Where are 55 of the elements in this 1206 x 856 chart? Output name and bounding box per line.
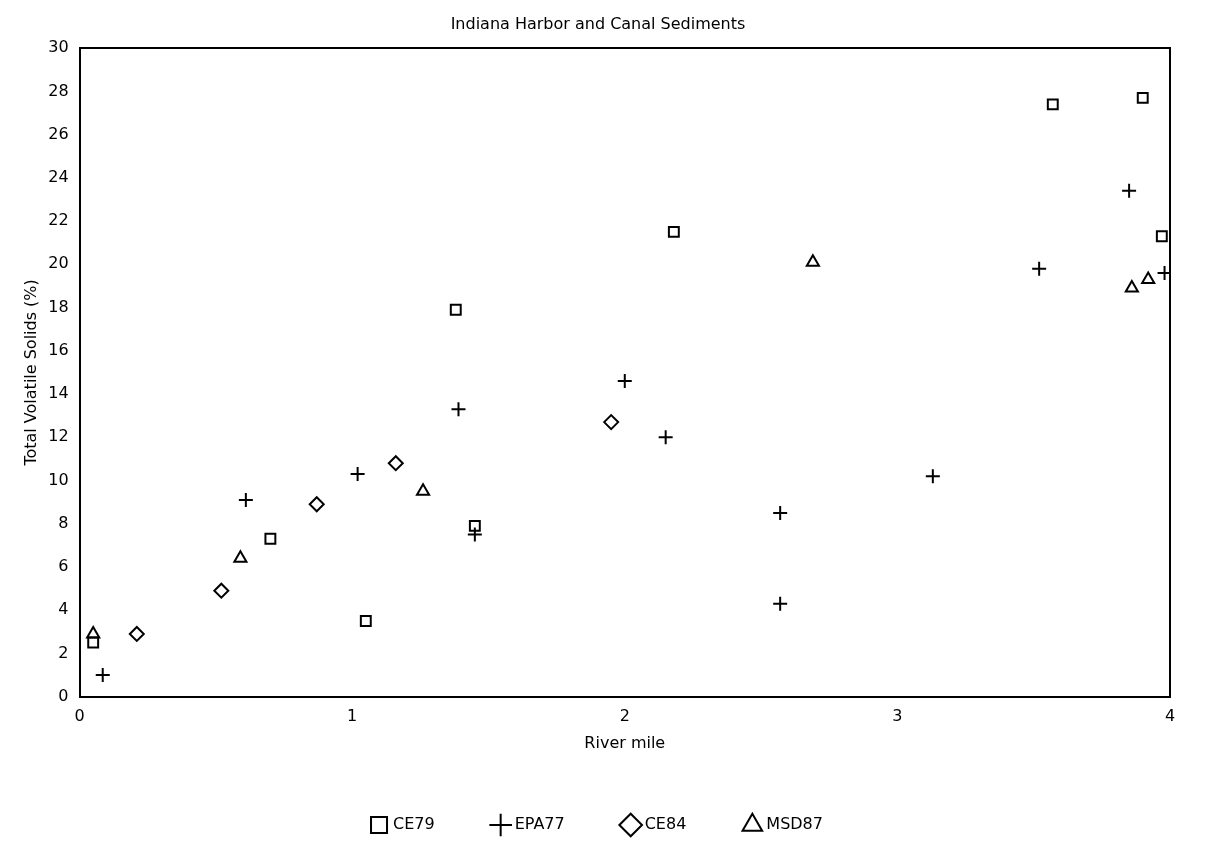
y-tick-label: 4 — [58, 599, 69, 619]
x-tick-label: 2 — [619, 706, 630, 726]
y-tick-label: 28 — [48, 80, 69, 100]
point — [128, 625, 145, 642]
point — [924, 468, 941, 485]
point — [657, 429, 674, 446]
y-tick-label: 10 — [48, 469, 69, 489]
point — [1155, 230, 1168, 243]
point — [1031, 260, 1048, 277]
point — [1046, 98, 1059, 111]
point — [667, 225, 680, 238]
y-tick-label: 22 — [48, 210, 69, 230]
point — [264, 532, 277, 545]
y-tick-label: 8 — [58, 512, 69, 532]
y-tick-label: 30 — [48, 37, 69, 57]
y-tick-label: 16 — [48, 339, 69, 359]
x-axis-title: River mile — [584, 732, 666, 752]
y-tick-label: 26 — [48, 123, 69, 143]
point — [1141, 271, 1156, 284]
chart-title: Indiana Harbor and Canal Sediments — [450, 13, 746, 33]
y-tick-label: 2 — [58, 642, 69, 662]
legend-label: CE84 — [644, 814, 687, 834]
point — [468, 519, 481, 532]
y-tick-label: 20 — [48, 253, 69, 273]
y-tick-label: 18 — [48, 296, 69, 316]
y-tick-label: 6 — [58, 556, 69, 576]
x-tick-label: 1 — [347, 706, 358, 726]
point — [603, 414, 620, 431]
point — [213, 582, 230, 599]
legend-label: MSD87 — [766, 814, 823, 834]
legend-label: CE79 — [393, 814, 435, 834]
point — [450, 401, 467, 418]
point — [466, 526, 483, 543]
point — [86, 625, 101, 639]
point — [1121, 182, 1138, 199]
y-tick-label: 0 — [58, 685, 69, 705]
x-tick-label: 0 — [74, 706, 85, 726]
point — [387, 455, 404, 472]
y-tick-label: 12 — [48, 426, 69, 446]
point — [449, 303, 462, 316]
point — [308, 496, 325, 513]
y-axis-title: Total Volatile Solids (%) — [20, 279, 40, 467]
y-tick-label: 14 — [48, 383, 69, 403]
x-tick-label: 4 — [1164, 706, 1176, 726]
point — [1136, 91, 1149, 104]
point — [772, 595, 789, 612]
y-tick-label: 24 — [48, 167, 69, 187]
point — [359, 615, 372, 627]
point — [233, 550, 248, 563]
point — [1124, 280, 1139, 293]
x-tick-label: 3 — [892, 706, 903, 726]
point — [415, 483, 431, 496]
point — [87, 636, 100, 649]
legend-label: EPA77 — [514, 814, 565, 834]
point — [805, 254, 820, 267]
